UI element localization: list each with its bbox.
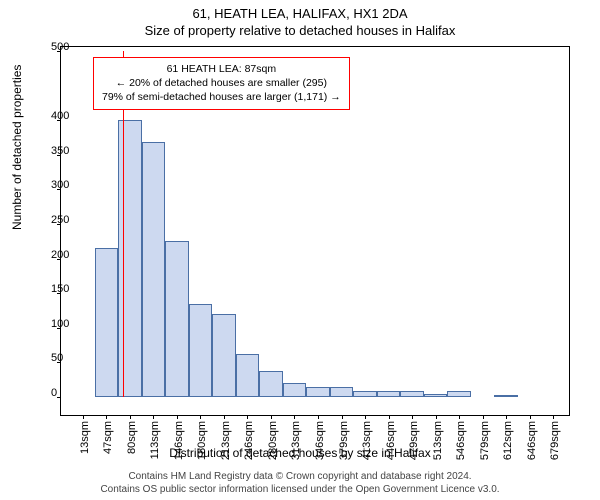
histogram-bar [306, 387, 330, 397]
callout-line: 61 HEATH LEA: 87sqm [102, 62, 341, 76]
histogram-bar [330, 387, 354, 397]
histogram-bar [189, 304, 213, 397]
y-tick-label: 200 [51, 249, 55, 261]
histogram-bar [259, 371, 283, 397]
callout-line: ← 20% of detached houses are smaller (29… [102, 76, 341, 90]
y-axis-label: Number of detached properties [10, 65, 24, 230]
y-tick-label: 300 [51, 179, 55, 191]
x-axis-label: Distribution of detached houses by size … [0, 446, 600, 460]
y-tick-label: 0 [51, 387, 55, 399]
property-callout: 61 HEATH LEA: 87sqm← 20% of detached hou… [93, 57, 350, 110]
y-tick-label: 250 [51, 214, 55, 226]
y-tick-label: 500 [51, 41, 55, 53]
histogram-bar [424, 394, 448, 397]
footer-line: Contains HM Land Registry data © Crown c… [0, 470, 600, 483]
histogram-bar [494, 395, 518, 397]
chart-title-main: 61, HEATH LEA, HALIFAX, HX1 2DA [0, 0, 600, 21]
histogram-bar [118, 120, 142, 397]
chart-area: 61 HEATH LEA: 87sqm← 20% of detached hou… [60, 46, 570, 416]
histogram-bar [142, 142, 166, 397]
histogram-bar [95, 248, 119, 397]
y-tick-label: 100 [51, 318, 55, 330]
footer-attribution: Contains HM Land Registry data © Crown c… [0, 470, 600, 496]
chart-title-sub: Size of property relative to detached ho… [0, 21, 600, 38]
footer-line: Contains OS public sector information li… [0, 483, 600, 496]
histogram-bar [447, 391, 471, 397]
y-tick-label: 400 [51, 110, 55, 122]
histogram-bar [212, 314, 236, 397]
y-tick-label: 150 [51, 283, 55, 295]
histogram-bar [283, 383, 307, 397]
histogram-bar [165, 241, 189, 397]
histogram-bar [353, 391, 377, 397]
callout-line: 79% of semi-detached houses are larger (… [102, 90, 341, 104]
histogram-bar [377, 391, 401, 397]
histogram-bar [400, 391, 424, 397]
y-tick-label: 350 [51, 145, 55, 157]
histogram-bar [236, 354, 260, 397]
y-tick-label: 50 [51, 352, 55, 364]
